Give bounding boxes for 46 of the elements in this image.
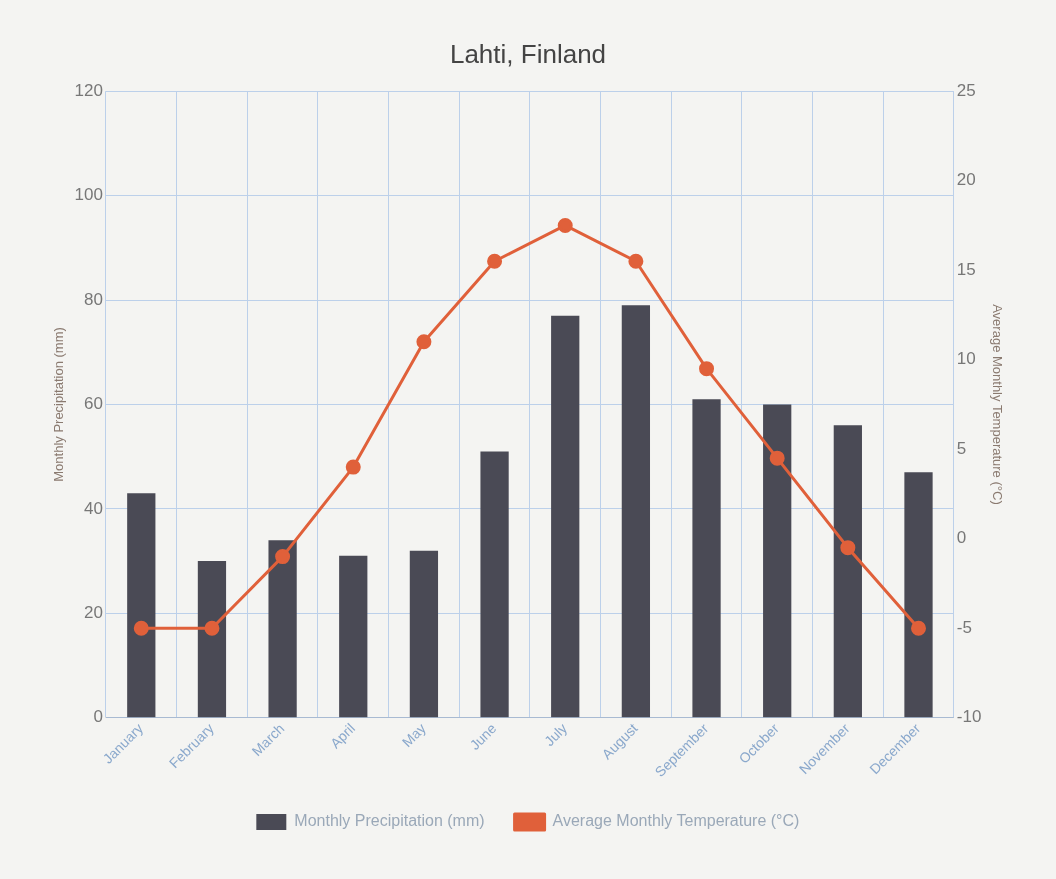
- point: [769, 450, 785, 466]
- y-tick-label: 20: [84, 602, 103, 622]
- legend-label: Average Monthly Temperature (°C): [552, 812, 800, 830]
- y-axis-title: Monthly Precipitation (mm): [51, 327, 67, 482]
- bar: [833, 425, 862, 718]
- y-tick-label: 0: [93, 707, 103, 727]
- y2-tick-label: 25: [956, 80, 976, 100]
- bar: [692, 399, 721, 718]
- y-tick-label: 60: [84, 394, 103, 414]
- point: [133, 620, 149, 636]
- point: [699, 361, 715, 377]
- y2-axis-title: Average Monthly Temperature (°C): [989, 304, 1005, 505]
- y-tick-label: 40: [84, 498, 103, 518]
- point: [840, 540, 856, 556]
- bar: [763, 404, 792, 718]
- y-tick-label: 100: [74, 185, 103, 205]
- point: [275, 549, 291, 565]
- y2-tick-label: 10: [956, 349, 976, 369]
- bar: [339, 555, 368, 718]
- bar: [197, 561, 227, 718]
- chart-title: Lahti, Finland: [449, 38, 607, 69]
- y2-tick-label: 5: [956, 438, 967, 458]
- bar: [268, 540, 297, 718]
- y-tick-label: 80: [84, 289, 103, 309]
- bar: [127, 493, 156, 718]
- bar: [621, 305, 651, 718]
- legend-label: Monthly Precipitation (mm): [294, 812, 485, 830]
- point: [416, 334, 432, 350]
- x-tick-label: July: [541, 720, 571, 750]
- y2-tick-label: 20: [956, 170, 976, 190]
- y2-tick-label: 15: [956, 259, 976, 279]
- point: [557, 217, 573, 233]
- point: [204, 620, 220, 636]
- point: [345, 459, 361, 475]
- point: [628, 253, 644, 269]
- y2-tick-label: -10: [956, 707, 982, 727]
- point: [487, 253, 503, 269]
- y2-tick-label: -5: [956, 617, 972, 637]
- point: [911, 620, 926, 636]
- y-tick-label: 120: [74, 80, 103, 100]
- bar: [551, 315, 580, 718]
- x-tick-label: May: [398, 720, 429, 751]
- bar: [480, 451, 509, 718]
- bar: [904, 472, 933, 718]
- y2-tick-label: 0: [956, 528, 967, 548]
- bar: [409, 550, 439, 718]
